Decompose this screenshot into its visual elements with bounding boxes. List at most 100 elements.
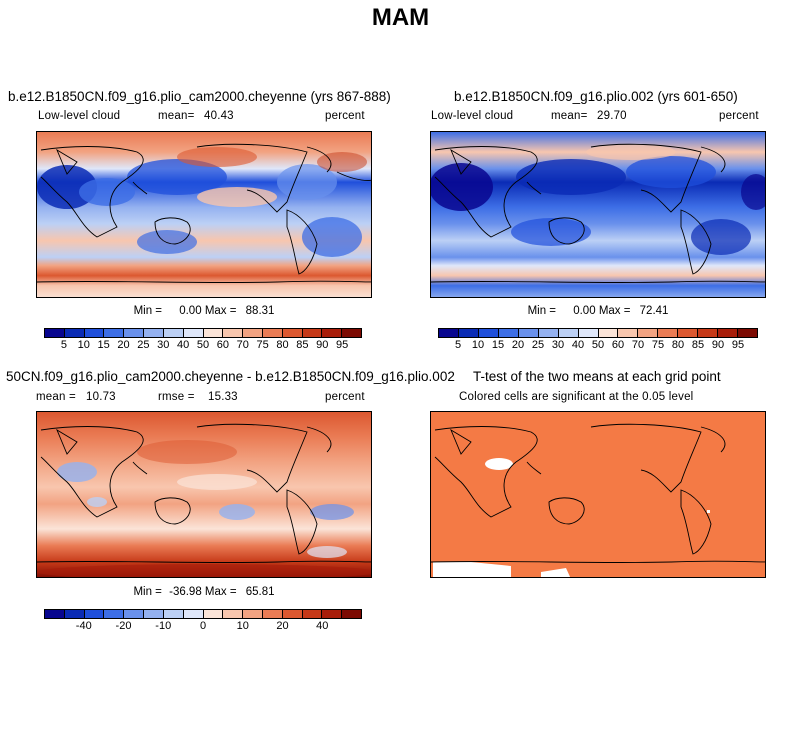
colorbar-tick-label: 50	[591, 339, 605, 351]
colorbar-swatch	[183, 329, 204, 337]
colorbar-swatch	[302, 610, 323, 618]
colorbar-swatch	[223, 329, 244, 337]
colorbar-tick-label: 70	[631, 339, 645, 351]
colorbar-tick-label: 25	[137, 339, 150, 351]
minmax-control: Min = 0.00 Max = 72.41	[430, 305, 766, 317]
rmse-value-difference: 15.33	[208, 391, 238, 403]
colorbar-swatch	[124, 610, 145, 618]
colorbar-swatch	[124, 329, 145, 337]
subtitle-ttest: Colored cells are significant at the 0.0…	[459, 391, 694, 403]
colorbar-swatch	[203, 329, 224, 337]
colorbar-swatch	[45, 329, 65, 337]
max-label-difference: Max =	[204, 586, 237, 598]
colorbar-swatch	[302, 329, 323, 337]
mean-value-difference: 10.73	[86, 391, 116, 403]
colorbar-tick-label: 85	[691, 339, 705, 351]
units-label-test: percent	[325, 110, 365, 122]
colorbar-swatch	[322, 610, 343, 618]
insignificant-cells	[433, 458, 710, 577]
colorbar-tick-label: 80	[276, 339, 289, 351]
min-label-test: Min =	[133, 305, 163, 317]
significance-field	[431, 412, 765, 577]
colorbar-difference	[44, 609, 362, 619]
colorbar-swatch	[282, 329, 303, 337]
colorbar-tick-label: 20	[276, 620, 289, 632]
panel-title-test: b.e12.B1850CN.f09_g16.plio_cam2000.cheye…	[8, 89, 391, 104]
colorbar-tick-label: 30	[157, 339, 170, 351]
colorbar-swatch	[658, 329, 679, 337]
colorbar-tick-label: 5	[454, 339, 462, 351]
map-ttest-svg	[431, 412, 765, 577]
colorbar-swatch	[84, 329, 105, 337]
colorbar-swatch	[678, 329, 699, 337]
min-label-control: Min =	[527, 305, 557, 317]
colorbar-swatch	[738, 329, 757, 337]
panel-title-difference: 50CN.f09_g16.plio_cam2000.cheyenne - b.e…	[6, 369, 455, 384]
colorbar-tick-label: 75	[256, 339, 269, 351]
colorbar-tick-label: 50	[196, 339, 210, 351]
colorbar-swatch	[104, 610, 125, 618]
colorbar-swatch	[243, 329, 263, 337]
max-value-difference: 65.81	[245, 586, 275, 598]
colorbar-swatch	[163, 610, 184, 618]
colorbar-swatch	[538, 329, 559, 337]
max-label-test: Max =	[204, 305, 237, 317]
colorbar-swatch	[183, 610, 204, 618]
map-test	[36, 131, 372, 298]
colorbar-tick-label: 60	[611, 339, 625, 351]
coastlines-test	[37, 143, 371, 284]
colorbar-swatch	[698, 329, 719, 337]
min-value-difference: -36.98	[169, 586, 202, 598]
colorbar-swatch	[64, 610, 85, 618]
diff-patches	[37, 440, 371, 577]
colorbar-test	[44, 328, 362, 338]
colorbar-tick-label: 20	[117, 339, 130, 351]
colorbar-tick-label: 30	[551, 339, 565, 351]
mean-label-difference: mean =	[36, 391, 76, 403]
colorbar-swatch	[163, 329, 184, 337]
colorbar-tick-label: 95	[336, 339, 349, 351]
colorbar-swatch	[578, 329, 599, 337]
colorbar-swatch	[104, 329, 125, 337]
colorbar-tick-label: 80	[671, 339, 685, 351]
colorbar-tick-label: 10	[77, 339, 90, 351]
colorbar-swatch	[282, 610, 303, 618]
mean-value-control: 29.70	[597, 110, 627, 122]
figure-title: MAM	[371, 4, 430, 31]
colorbar-swatch	[223, 610, 244, 618]
coastlines-difference	[37, 423, 371, 564]
colorbar-control	[438, 328, 758, 338]
colorbar-swatch	[203, 610, 224, 618]
cloud-patches-control	[431, 144, 765, 255]
cloud-patches-test	[37, 147, 367, 257]
colorbar-swatch	[144, 329, 164, 337]
colorbar-swatch	[618, 329, 639, 337]
mean-label-control: mean=	[551, 110, 588, 122]
max-value-control: 72.41	[639, 305, 669, 317]
colorbar-swatch	[598, 329, 619, 337]
colorbar-swatch	[262, 329, 283, 337]
cloud-field-control	[431, 132, 765, 297]
map-difference-svg	[37, 412, 371, 577]
colorbar-tick-label: 5	[60, 339, 67, 351]
colorbar-tick-label: 90	[711, 339, 725, 351]
panel-title-ttest: T-test of the two means at each grid poi…	[473, 369, 721, 384]
colorbar-swatch	[322, 329, 343, 337]
colorbar-swatch	[638, 329, 659, 337]
minmax-test: Min = 0.00 Max = 88.31	[36, 305, 372, 317]
colorbar-swatch	[243, 610, 263, 618]
colorbar-swatch	[439, 329, 459, 337]
colorbar-tick-label: 40	[571, 339, 585, 351]
colorbar-tick-label: 70	[236, 339, 249, 351]
map-ttest	[430, 411, 766, 578]
rmse-label-difference: rmse =	[158, 391, 195, 403]
panel-title-control: b.e12.B1850CN.f09_g16.plio.002 (yrs 601-…	[454, 89, 738, 104]
minmax-difference: Min = -36.98 Max = 65.81	[36, 586, 372, 598]
colorbar-tick-label: 20	[511, 339, 525, 351]
colorbar-tick-label: -10	[155, 620, 172, 632]
variable-label-control: Low-level cloud	[431, 110, 514, 122]
colorbar-swatch	[262, 610, 283, 618]
variable-label-test: Low-level cloud	[38, 110, 121, 122]
colorbar-tick-label: 0	[199, 620, 207, 632]
colorbar-tick-label: 95	[731, 339, 745, 351]
